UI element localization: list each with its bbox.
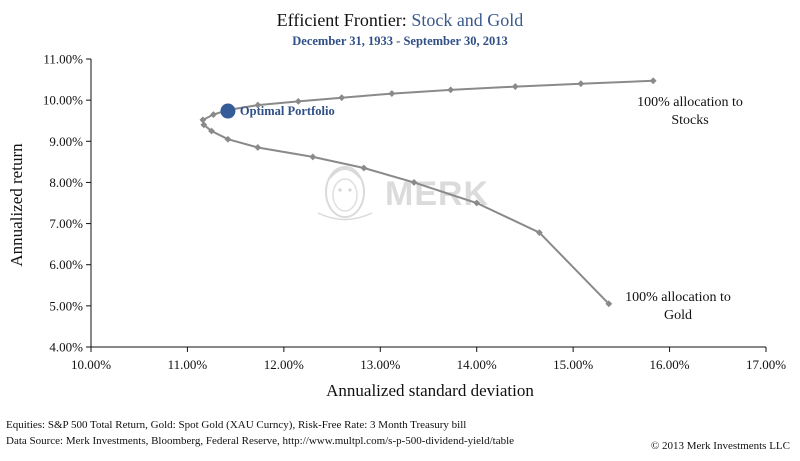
chart-title-main: Efficient Frontier: — [277, 10, 412, 30]
y-tick-label: 7.00% — [49, 216, 83, 231]
chart-subtitle: December 31, 1933 - September 30, 2013 — [292, 34, 507, 48]
y-tick-label: 10.00% — [43, 93, 83, 108]
y-axis-title: Annualized return — [7, 143, 26, 267]
data-point — [208, 127, 215, 135]
y-tick-label: 8.00% — [49, 175, 83, 190]
annotation-stocks-line1: 100% allocation to — [637, 95, 743, 110]
data-point — [338, 94, 346, 102]
data-point — [388, 90, 396, 97]
y-tick-label: 4.00% — [49, 340, 83, 355]
footer-copyright: © 2013 Merk Investments LLC — [650, 440, 790, 452]
x-tick-label: 10.00% — [71, 357, 111, 372]
data-point — [360, 164, 368, 172]
data-point — [199, 116, 207, 124]
y-axis-ticks: 4.00% 5.00% 6.00% 7.00% 8.00% 9.00% 10.00% 11.0… — [43, 52, 91, 355]
data-point — [254, 144, 262, 151]
y-tick-label: 11.00% — [43, 52, 83, 67]
y-tick-label: 5.00% — [49, 298, 83, 313]
chart-title-accent: Stock and Gold — [411, 10, 523, 30]
data-point — [511, 83, 519, 90]
data-point — [254, 101, 262, 109]
x-axis-title: Annualized standard deviation — [326, 381, 534, 400]
merk-watermark: MERK — [317, 166, 489, 221]
data-point — [410, 179, 418, 186]
data-point — [605, 300, 613, 308]
data-point — [447, 86, 455, 94]
x-tick-label: 16.00% — [650, 357, 690, 372]
data-point — [535, 229, 543, 237]
x-tick-label: 13.00% — [360, 357, 400, 372]
footer-notes: Equities: S&P 500 Total Return, Gold: Sp… — [6, 419, 467, 431]
frontier-markers — [199, 77, 657, 308]
lion-head-icon — [317, 166, 373, 221]
data-point — [294, 97, 302, 105]
x-tick-label: 17.00% — [746, 357, 786, 372]
annotation-gold-line1: 100% allocation to — [625, 290, 731, 305]
x-tick-label: 14.00% — [457, 357, 497, 372]
data-point — [210, 111, 217, 118]
x-tick-label: 12.00% — [264, 357, 304, 372]
data-point — [577, 80, 585, 88]
y-tick-label: 6.00% — [49, 257, 83, 272]
x-axis-ticks: 10.00% 11.00% 12.00% 13.00% 14.00% 15.00% 16.0… — [71, 347, 786, 372]
annotation-gold-line2: Gold — [664, 308, 692, 323]
data-point — [224, 135, 232, 143]
optimal-portfolio-label: Optimal Portfolio — [240, 104, 335, 118]
optimal-portfolio-marker — [220, 103, 236, 119]
annotation-stocks-line2: Stocks — [671, 113, 708, 128]
watermark-text: MERK — [385, 175, 489, 213]
data-point — [649, 77, 657, 85]
y-tick-label: 9.00% — [49, 134, 83, 149]
chart-title: Efficient Frontier: Stock and Gold — [277, 10, 524, 30]
x-tick-label: 11.00% — [168, 357, 208, 372]
x-tick-label: 15.00% — [553, 357, 593, 372]
data-point — [200, 121, 208, 129]
data-point — [473, 199, 481, 207]
footer-data-source: Data Source: Merk Investments, Bloomberg… — [6, 435, 515, 447]
data-point — [309, 153, 317, 161]
